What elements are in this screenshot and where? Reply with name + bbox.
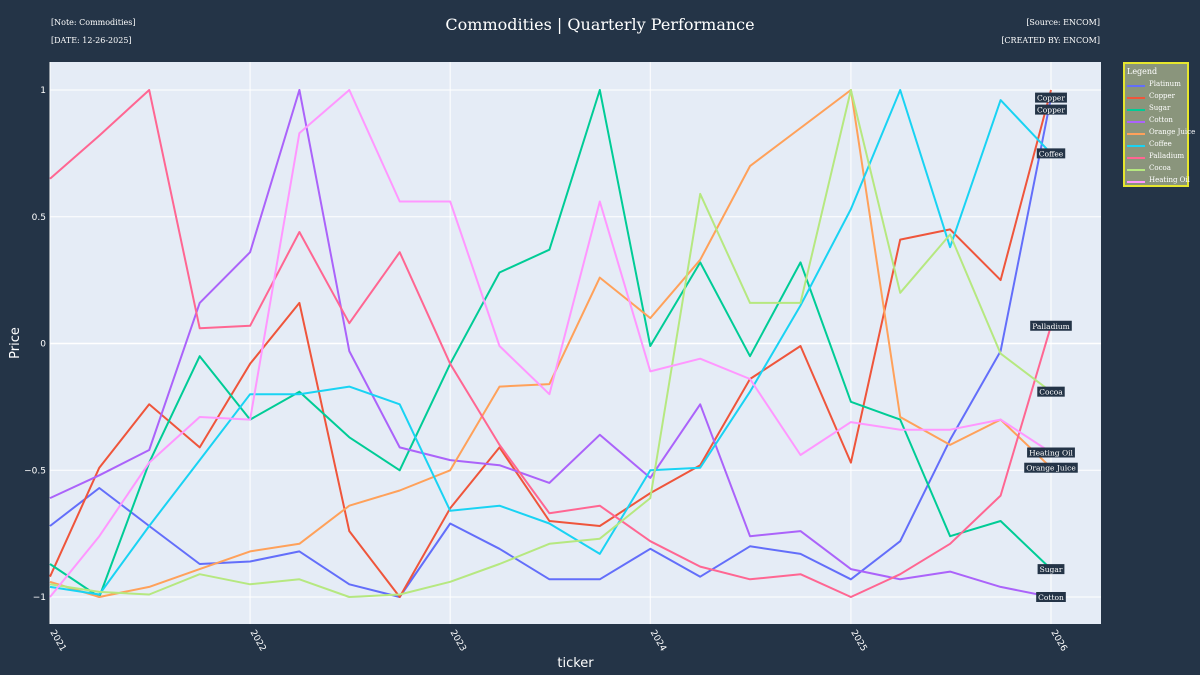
y-axis-title: Price <box>8 327 23 359</box>
end-label: Sugar <box>1037 564 1065 575</box>
svg-text:Cocoa: Cocoa <box>1039 388 1063 397</box>
end-label: Palladium <box>1030 320 1072 331</box>
legend-label: Cocoa <box>1149 164 1171 172</box>
x-tick-label: 2023 <box>448 629 468 654</box>
grid-lines <box>49 62 1101 624</box>
y-tick-label: −0.5 <box>24 466 46 476</box>
legend-swatch <box>1127 133 1145 135</box>
end-label: Cocoa <box>1037 386 1065 397</box>
series-line-cocoa <box>49 89 1052 598</box>
legend-label: Platinum <box>1149 80 1181 88</box>
end-label: Orange Juice <box>1024 462 1078 473</box>
y-tick-label: 1 <box>40 86 46 96</box>
series-line-heating-oil <box>49 89 1052 598</box>
legend-swatch <box>1127 157 1145 159</box>
x-tick-label: 2024 <box>648 629 668 654</box>
series-line-coffee <box>49 89 1052 596</box>
svg-text:Heating Oil: Heating Oil <box>1029 449 1073 458</box>
series-lines <box>49 89 1052 598</box>
x-tick-label: 2026 <box>1048 629 1068 654</box>
legend-label: Heating Oil <box>1149 176 1190 184</box>
legend-swatch <box>1127 121 1145 123</box>
series-line-orange-juice <box>49 89 1052 598</box>
svg-text:Coffee: Coffee <box>1039 149 1064 158</box>
y-tick-label: 0.5 <box>32 213 46 223</box>
svg-text:Sugar: Sugar <box>1040 565 1063 574</box>
chart-title: Commodities | Quarterly Performance <box>445 15 755 34</box>
legend-swatch <box>1127 169 1145 171</box>
note-label: [Note: Commodities] <box>51 18 136 27</box>
series-line-cotton <box>49 89 1052 598</box>
legend-title: Legend <box>1127 67 1158 76</box>
end-label: Copper <box>1035 92 1067 103</box>
end-label: Heating Oil <box>1027 447 1075 458</box>
legend-swatch <box>1127 109 1145 111</box>
svg-text:Cotton: Cotton <box>1038 593 1064 602</box>
x-tick-label: 2022 <box>247 629 267 654</box>
legend-label: Cotton <box>1149 116 1173 124</box>
x-tick-label: 2025 <box>848 629 868 654</box>
legend-label: Sugar <box>1149 104 1171 112</box>
date-label: [DATE: 12-26-2025] <box>51 36 132 45</box>
end-labels: Copper Copper Sugar Cotton Orange Juice Coffe… <box>1024 92 1078 602</box>
x-axis-title: ticker <box>557 656 594 671</box>
legend: Legend Platinum Copper Sugar Cotton Orange J… <box>1123 62 1195 187</box>
end-label: Cotton <box>1036 592 1066 602</box>
y-axis-ticks: 1 0.5 0 −0.5 −1 <box>24 86 46 603</box>
end-label: Copper <box>1035 104 1067 115</box>
legend-label: Orange Juice <box>1149 128 1196 136</box>
legend-label: Copper <box>1149 92 1176 100</box>
legend-swatch <box>1127 97 1145 99</box>
source-label: [Source: ENCOM] <box>1026 18 1100 27</box>
svg-text:Orange Juice: Orange Juice <box>1026 464 1076 473</box>
y-tick-label: 0 <box>40 340 46 350</box>
x-tick-label: 2021 <box>47 629 67 654</box>
legend-label: Palladium <box>1149 152 1185 160</box>
svg-text:Copper: Copper <box>1037 94 1065 103</box>
legend-swatch <box>1127 85 1145 87</box>
legend-label: Coffee <box>1149 140 1172 148</box>
svg-text:Palladium: Palladium <box>1032 322 1070 331</box>
series-line-sugar <box>49 89 1052 598</box>
x-axis-ticks: 2021 2022 2023 2024 2025 2026 <box>47 629 1068 654</box>
series-line-palladium <box>49 89 1052 598</box>
legend-swatch <box>1127 145 1145 147</box>
end-label: Coffee <box>1036 148 1066 159</box>
svg-text:Copper: Copper <box>1037 106 1065 115</box>
legend-swatch <box>1127 181 1145 183</box>
created-by-label: [CREATED BY: ENCOM] <box>1001 36 1100 45</box>
y-tick-label: −1 <box>33 593 46 603</box>
